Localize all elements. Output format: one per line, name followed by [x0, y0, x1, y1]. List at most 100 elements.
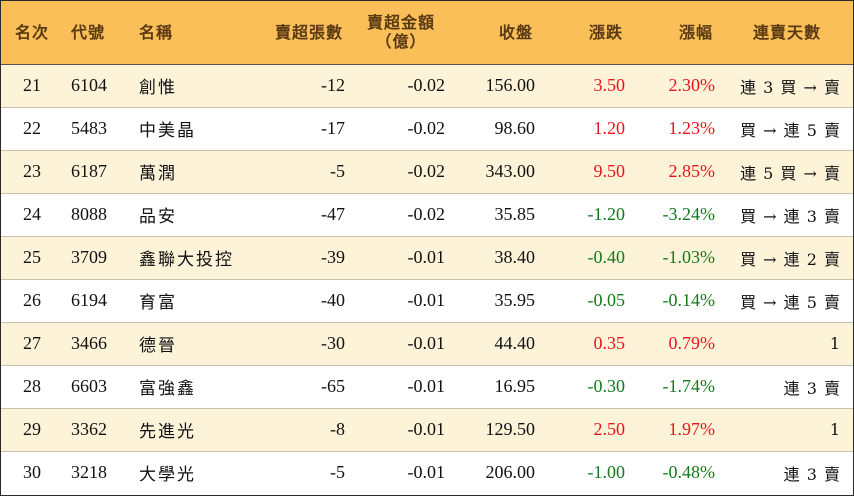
- cell-change-pct: -0.14%: [631, 278, 721, 322]
- cell-streak: 買 → 連 5 賣: [721, 106, 853, 150]
- cell-close: 98.60: [451, 106, 541, 150]
- cell-change-pct: -0.48%: [631, 450, 721, 494]
- cell-streak: 買 → 連 3 賣: [721, 192, 853, 236]
- cell-change-pct: 1.97%: [631, 407, 721, 451]
- header-net-sell-lots: 賣超張數: [241, 1, 351, 65]
- cell-code: 3218: [63, 450, 131, 494]
- header-change: 漲跌: [541, 1, 631, 65]
- cell-net-sell-amount: -0.01: [351, 407, 451, 451]
- table-row: 23 6187 萬潤 -5 -0.02 343.00 9.50 2.85% 連 5 買 → 賣: [1, 149, 853, 193]
- header-net-sell-amount-line1: 賣超金額: [366, 13, 435, 33]
- cell-net-sell-amount: -0.01: [351, 235, 451, 279]
- cell-change-pct: 0.79%: [631, 321, 721, 365]
- cell-net-sell-lots: -5: [241, 450, 351, 494]
- cell-name: 富強鑫: [131, 364, 241, 408]
- header-rank: 名次: [1, 1, 63, 65]
- header-net-sell-amount-line2: （億）: [375, 32, 427, 52]
- cell-change: -0.30: [541, 364, 631, 408]
- cell-change: 9.50: [541, 149, 631, 193]
- cell-streak: 買 → 連 5 賣: [721, 278, 853, 322]
- cell-change-pct: 2.30%: [668, 75, 716, 95]
- cell-code: 6187: [63, 149, 131, 193]
- cell-net-sell-lots: -8: [241, 407, 351, 451]
- cell-streak: 連 3 賣: [721, 364, 853, 408]
- cell-net-sell-amount: -0.01: [351, 450, 451, 494]
- cell-net-sell-amount: -0.01: [351, 321, 451, 365]
- cell-net-sell-lots: -30: [241, 321, 351, 365]
- cell-code: 3466: [63, 321, 131, 365]
- cell-change-pct: 2.85%: [631, 149, 721, 193]
- table-row: 25 3709 鑫聯大投控 -39 -0.01 38.40 -0.40 -1.03% 買 → 連…: [1, 235, 853, 279]
- cell-net-sell-lots: -17: [241, 106, 351, 150]
- cell-rank: 27: [1, 321, 63, 365]
- cell-change: 0.35: [541, 321, 631, 365]
- cell-rank: 25: [1, 235, 63, 279]
- cell-change: 3.50: [593, 75, 626, 95]
- cell-net-sell-lots: -5: [241, 149, 351, 193]
- cell-streak: 買 → 連 2 賣: [721, 235, 853, 279]
- header-close: 收盤: [451, 1, 541, 65]
- cell-rank: 23: [1, 149, 63, 193]
- cell-close: 343.00: [451, 149, 541, 193]
- cell-name: 萬潤: [131, 149, 241, 193]
- cell-code: 3362: [63, 407, 131, 451]
- cell-rank: 29: [1, 407, 63, 451]
- cell-close: 206.00: [451, 450, 541, 494]
- header-code: 代號: [63, 1, 131, 65]
- table-row: 28 6603 富強鑫 -65 -0.01 16.95 -0.30 -1.74% 連 3 賣: [1, 364, 853, 408]
- cell-rank: 28: [1, 364, 63, 408]
- cell-net-sell-amount: -0.02: [351, 149, 451, 193]
- cell-net-sell-amount: -0.01: [351, 364, 451, 408]
- header-net-sell-amount: 賣超金額 （億）: [351, 1, 451, 65]
- cell-rank: 24: [1, 192, 63, 236]
- cell-code: 6104: [71, 75, 107, 95]
- cell-name: 德晉: [131, 321, 241, 365]
- cell-code: 5483: [63, 106, 131, 150]
- cell-rank: 22: [1, 106, 63, 150]
- cell-net-sell-amount: -0.02: [407, 75, 446, 95]
- cell-net-sell-amount: -0.02: [351, 192, 451, 236]
- cell-name: 品安: [131, 192, 241, 236]
- cell-code: 6194: [63, 278, 131, 322]
- cell-close: 38.40: [451, 235, 541, 279]
- cell-close: 35.85: [451, 192, 541, 236]
- cell-code: 3709: [63, 235, 131, 279]
- cell-rank: 30: [1, 450, 63, 494]
- table-row: 30 3218 大學光 -5 -0.01 206.00 -1.00 -0.48% 連 3 賣: [1, 450, 853, 494]
- cell-change: 1.20: [541, 106, 631, 150]
- cell-net-sell-lots: -12: [321, 75, 345, 95]
- cell-net-sell-lots: -40: [241, 278, 351, 322]
- cell-change: -1.00: [541, 450, 631, 494]
- cell-change-pct: -1.03%: [631, 235, 721, 279]
- cell-close: 44.40: [451, 321, 541, 365]
- table-row: 27 3466 德晉 -30 -0.01 44.40 0.35 0.79% 1: [1, 321, 853, 365]
- header-change-pct: 漲幅: [631, 1, 721, 65]
- cell-net-sell-lots: -65: [241, 364, 351, 408]
- table-row: 24 8088 品安 -47 -0.02 35.85 -1.20 -3.24% 買 → 連 3 …: [1, 192, 853, 236]
- cell-streak: 連 3 買 → 賣: [740, 77, 841, 97]
- cell-streak: 連 3 賣: [721, 450, 853, 494]
- cell-name: 育富: [131, 278, 241, 322]
- cell-close: 129.50: [451, 407, 541, 451]
- header-name: 名稱: [131, 1, 241, 65]
- table-row: 21 6104 創惟 -12 -0.02 156.00 3.50 2.30% 連 3 買 → 賣: [1, 64, 853, 107]
- cell-name: 鑫聯大投控: [131, 235, 241, 279]
- cell-name: 中美晶: [131, 106, 241, 150]
- cell-net-sell-amount: -0.01: [351, 278, 451, 322]
- cell-close: 16.95: [451, 364, 541, 408]
- cell-net-sell-lots: -39: [241, 235, 351, 279]
- cell-change: 2.50: [541, 407, 631, 451]
- cell-change-pct: 1.23%: [631, 106, 721, 150]
- cell-change: -1.20: [541, 192, 631, 236]
- cell-name: 創惟: [139, 78, 177, 98]
- header-row: 名次 代號 名稱 賣超張數 賣超金額 （億） 收盤 漲跌 漲幅 連賣天數: [1, 1, 853, 65]
- cell-change-pct: -1.74%: [631, 364, 721, 408]
- cell-streak: 1: [721, 321, 853, 365]
- cell-streak: 1: [721, 407, 853, 451]
- table-row: 26 6194 育富 -40 -0.01 35.95 -0.05 -0.14% 買 → 連 5 …: [1, 278, 853, 322]
- cell-close: 156.00: [485, 75, 536, 95]
- cell-code: 6603: [63, 364, 131, 408]
- cell-name: 大學光: [131, 450, 241, 494]
